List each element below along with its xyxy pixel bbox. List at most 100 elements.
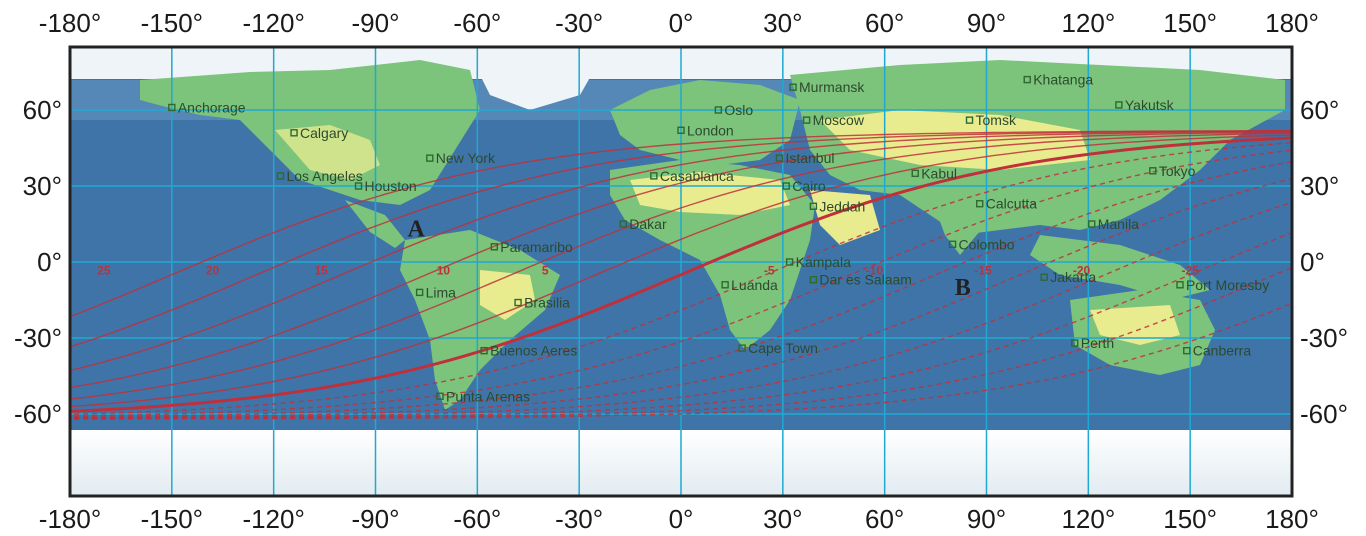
city-marker: [714, 106, 723, 114]
map-border: [68, 45, 1294, 498]
x-tick-label: 30°: [763, 504, 802, 534]
city-marker: [1088, 220, 1096, 228]
region-label: A: [408, 217, 426, 243]
x-tick-label: -90°: [352, 504, 400, 534]
isoline: [70, 161, 1292, 419]
city-label: Cape Town: [748, 340, 818, 356]
city-label: Port Moresby: [1186, 277, 1269, 293]
japan: [1145, 150, 1170, 185]
isoline-label: -20: [1073, 264, 1091, 278]
city-label: Luanda: [731, 277, 778, 293]
city-marker: [290, 129, 298, 137]
region-label: B: [955, 275, 971, 301]
city-marker: [782, 182, 790, 190]
x-tick-label: -150°: [141, 8, 203, 38]
x-tick-label: 60°: [865, 8, 904, 38]
city-marker: [677, 126, 685, 134]
x-tick-label: 150°: [1163, 504, 1217, 534]
isoline-label: -25: [1181, 264, 1199, 278]
city-label: Anchorage: [178, 99, 246, 115]
isoline-label: -5: [764, 264, 775, 278]
city-label: Houston: [365, 178, 417, 194]
x-tick-label: 120°: [1061, 504, 1115, 534]
x-tick-label: -120°: [242, 504, 304, 534]
city-marker: [1149, 167, 1157, 175]
city-marker: [415, 288, 424, 297]
y-tick-label: -30°: [14, 323, 62, 353]
city-marker: [619, 220, 627, 228]
city-marker: [948, 240, 957, 248]
x-tick-label: 180°: [1265, 8, 1319, 38]
y-tick-label: 30°: [1300, 171, 1339, 201]
isoline-label-group: 25 20 15 10 5 -5 -10 -15 -20 -25: [97, 264, 1199, 278]
isoline-label: -15: [974, 264, 992, 278]
sahara: [630, 172, 790, 215]
isoline: [70, 130, 1292, 372]
x-tick-label: 0°: [669, 504, 694, 534]
city-label: Paramaribo: [500, 239, 573, 255]
city-label: Dakar: [629, 216, 667, 232]
city-marker: [354, 182, 363, 190]
x-tick-label: -60°: [453, 504, 501, 534]
x-tick-label: -30°: [555, 8, 603, 38]
city-marker: [1071, 339, 1079, 347]
y-axis-right: 60° 30° 0° -30° -60°: [1300, 95, 1348, 429]
isoline-label: 5: [542, 264, 549, 278]
x-axis-top: -180° -150° -120° -90° -60° -30° 0° 30° 60° 90° 12…: [39, 8, 1319, 38]
australia-outback: [1090, 305, 1180, 345]
x-tick-label: 180°: [1265, 504, 1319, 534]
greenland: [470, 52, 600, 110]
city-label: Tomsk: [976, 112, 1017, 128]
y-tick-label: 0°: [37, 247, 62, 277]
city-label: New York: [436, 150, 496, 166]
y-tick-label: -30°: [1300, 323, 1348, 353]
city-label: Colombo: [959, 236, 1015, 252]
city-label: Tokyo: [1159, 163, 1196, 179]
y-tick-label: 30°: [23, 171, 62, 201]
city-marker: [650, 172, 658, 180]
city-marker: [809, 276, 818, 284]
city-marker: [738, 344, 746, 352]
x-tick-label: -30°: [555, 504, 603, 534]
y-axis-left: 60° 30° 0° -30° -60°: [14, 95, 62, 429]
city-label: Canberra: [1193, 343, 1252, 359]
city-label: Jakarta: [1050, 269, 1096, 285]
city-label: Moscow: [813, 112, 865, 128]
x-tick-label: -180°: [39, 8, 101, 38]
city-marker: [1115, 101, 1123, 109]
x-tick-label: 0°: [669, 8, 694, 38]
central-asia-steppe: [820, 110, 1090, 170]
city-marker: [1183, 346, 1191, 355]
isoline: [70, 141, 1292, 416]
city-label: London: [687, 122, 734, 138]
city-label: Punta Arenas: [446, 388, 530, 404]
city-marker: [809, 202, 818, 210]
city-label: Kampala: [796, 254, 851, 270]
x-axis-bottom: -180° -150° -120° -90° -60° -30° 0° 30° 60° 90° 12…: [39, 504, 1319, 534]
isoline: [70, 149, 1292, 417]
isoline-main: [70, 136, 1292, 413]
city-marker: [480, 346, 488, 355]
north-america-plains: [275, 125, 380, 180]
india: [930, 195, 990, 255]
city-marker: [276, 172, 285, 180]
y-tick-label: -60°: [1300, 399, 1348, 429]
city-label: Brasilia: [524, 295, 570, 311]
city-marker: [426, 154, 434, 162]
x-tick-label: 90°: [967, 8, 1006, 38]
city-label: Murmansk: [799, 79, 865, 95]
isoline-label: 25: [97, 264, 111, 278]
isoline: [70, 178, 1292, 419]
x-tick-label: -120°: [242, 8, 304, 38]
city-label: Manila: [1098, 216, 1139, 232]
city-marker: [911, 169, 919, 178]
city-marker: [802, 116, 811, 124]
city-label: Khatanga: [1033, 72, 1093, 88]
x-tick-label: -150°: [141, 504, 203, 534]
southeast-asia: [1030, 235, 1210, 300]
city-label: Oslo: [724, 102, 753, 118]
europe: [610, 80, 800, 165]
city-marker: [976, 200, 984, 208]
